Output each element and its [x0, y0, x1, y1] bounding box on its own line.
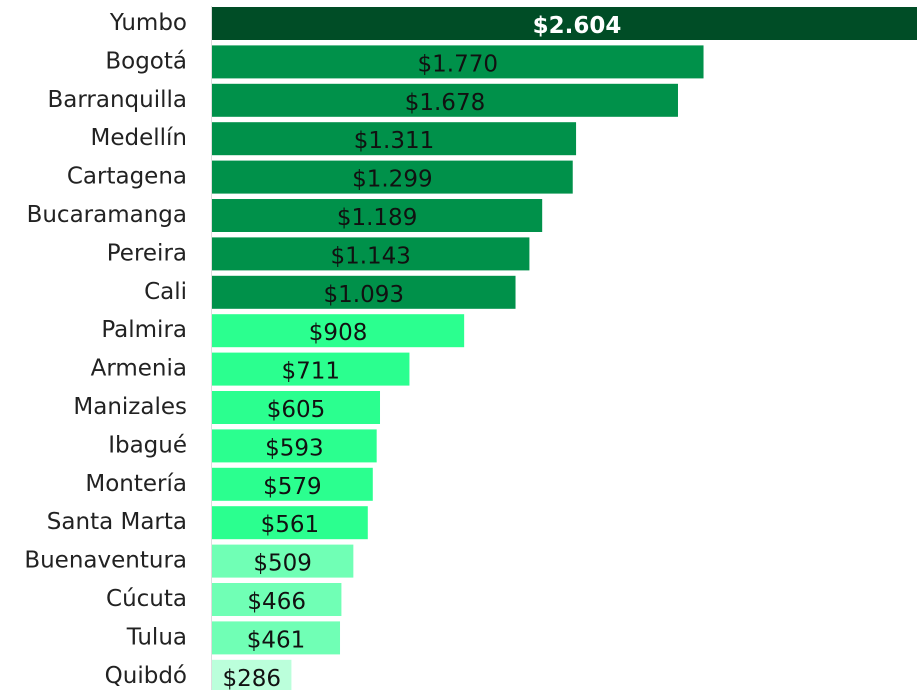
category-label: Santa Marta: [47, 509, 187, 535]
bar: [212, 506, 368, 540]
value-label: $1.299: [352, 167, 432, 193]
bar: [212, 544, 354, 578]
bar: [212, 275, 516, 309]
bar: [212, 314, 465, 348]
value-label: $561: [261, 512, 320, 538]
value-label: $1.143: [330, 243, 410, 269]
category-label: Cúcuta: [106, 586, 187, 612]
value-label: $1.311: [354, 128, 434, 154]
value-label: $593: [265, 435, 324, 461]
bar: [212, 659, 292, 690]
category-label: Bogotá: [105, 48, 187, 74]
value-label: $461: [247, 627, 306, 653]
category-label: Medellín: [91, 125, 188, 151]
bar: [212, 391, 381, 424]
bar: [212, 621, 341, 655]
category-label: Pereira: [107, 240, 187, 266]
value-label: $1.093: [324, 282, 404, 308]
value-label: $509: [253, 551, 312, 577]
bar: [212, 122, 577, 156]
category-label: Ibagué: [108, 432, 187, 458]
value-label: $908: [309, 320, 368, 346]
category-label: Quibdó: [105, 663, 187, 689]
category-label: Cartagena: [67, 164, 187, 190]
category-label: Manizales: [73, 394, 187, 420]
bar: [212, 199, 543, 232]
category-label: Bucaramanga: [27, 202, 187, 228]
value-label: $579: [263, 474, 322, 500]
bar: [212, 352, 410, 386]
value-label: $1.770: [418, 51, 498, 77]
bar: [212, 83, 678, 117]
value-label: $286: [222, 666, 281, 690]
bar: [212, 45, 704, 79]
category-label: Barranquilla: [48, 87, 188, 113]
value-label: $711: [281, 359, 340, 385]
category-label: Palmira: [101, 317, 187, 343]
bar: [212, 583, 342, 616]
bar: [212, 237, 530, 271]
bar: [212, 467, 373, 501]
category-label: Cali: [144, 279, 187, 305]
category-label: Armenia: [91, 356, 187, 382]
bar: [212, 160, 573, 194]
value-label: $1.189: [337, 205, 417, 231]
bar: [212, 7, 917, 40]
category-label: Montería: [85, 471, 187, 497]
bar: [212, 429, 377, 463]
category-label: Yumbo: [109, 10, 187, 36]
value-label: $1.678: [405, 90, 485, 116]
category-label: Buenaventura: [24, 548, 187, 574]
value-label: $605: [267, 397, 326, 423]
value-label: $466: [247, 589, 306, 615]
category-label: Tulua: [126, 624, 187, 650]
value-label: $2.604: [533, 13, 622, 39]
